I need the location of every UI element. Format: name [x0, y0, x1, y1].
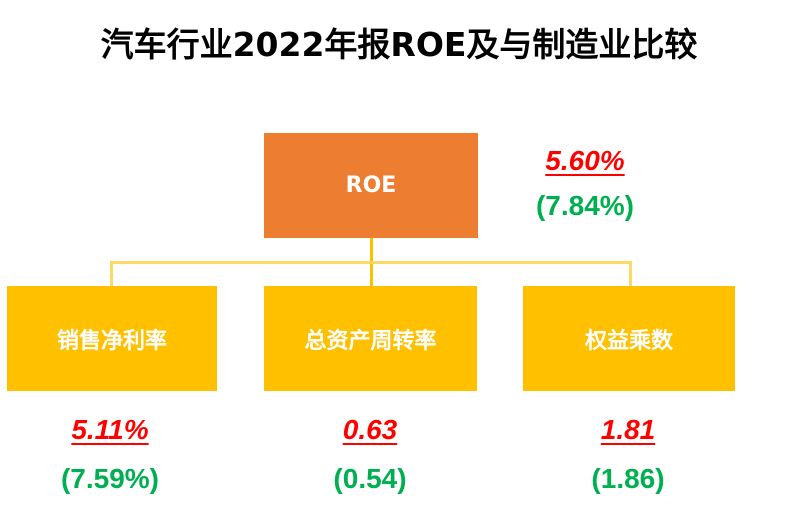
equity-multiplier-comparison: (1.86)	[591, 463, 665, 494]
connector-left-vertical	[110, 261, 113, 286]
net-profit-margin-current: 5.11%	[71, 414, 149, 445]
net-profit-margin-box: 销售净利率	[7, 286, 217, 391]
page-title: 汽车行业2022年报ROE及与制造业比较	[100, 25, 698, 64]
equity-multiplier-box: 权益乘数	[523, 286, 735, 391]
roe-comparison-value: (7.84%)	[535, 190, 635, 221]
roe-label: ROE	[345, 173, 397, 198]
equity-multiplier-current: 1.81	[600, 414, 656, 445]
net-profit-margin-comparison: (7.59%)	[60, 463, 160, 494]
asset-turnover-comparison: (0.54)	[333, 463, 407, 494]
asset-turnover-current: 0.63	[342, 414, 398, 445]
connector-right-vertical	[629, 261, 632, 286]
equity-multiplier-label: 权益乘数	[584, 328, 673, 354]
roe-current-value: 5.60%	[545, 145, 625, 176]
connector-horizontal	[110, 261, 632, 264]
asset-turnover-box: 总资产周转率	[264, 286, 477, 391]
net-profit-margin-label: 销售净利率	[56, 328, 167, 354]
asset-turnover-label: 总资产周转率	[304, 328, 437, 354]
roe-box: ROE	[264, 133, 478, 238]
